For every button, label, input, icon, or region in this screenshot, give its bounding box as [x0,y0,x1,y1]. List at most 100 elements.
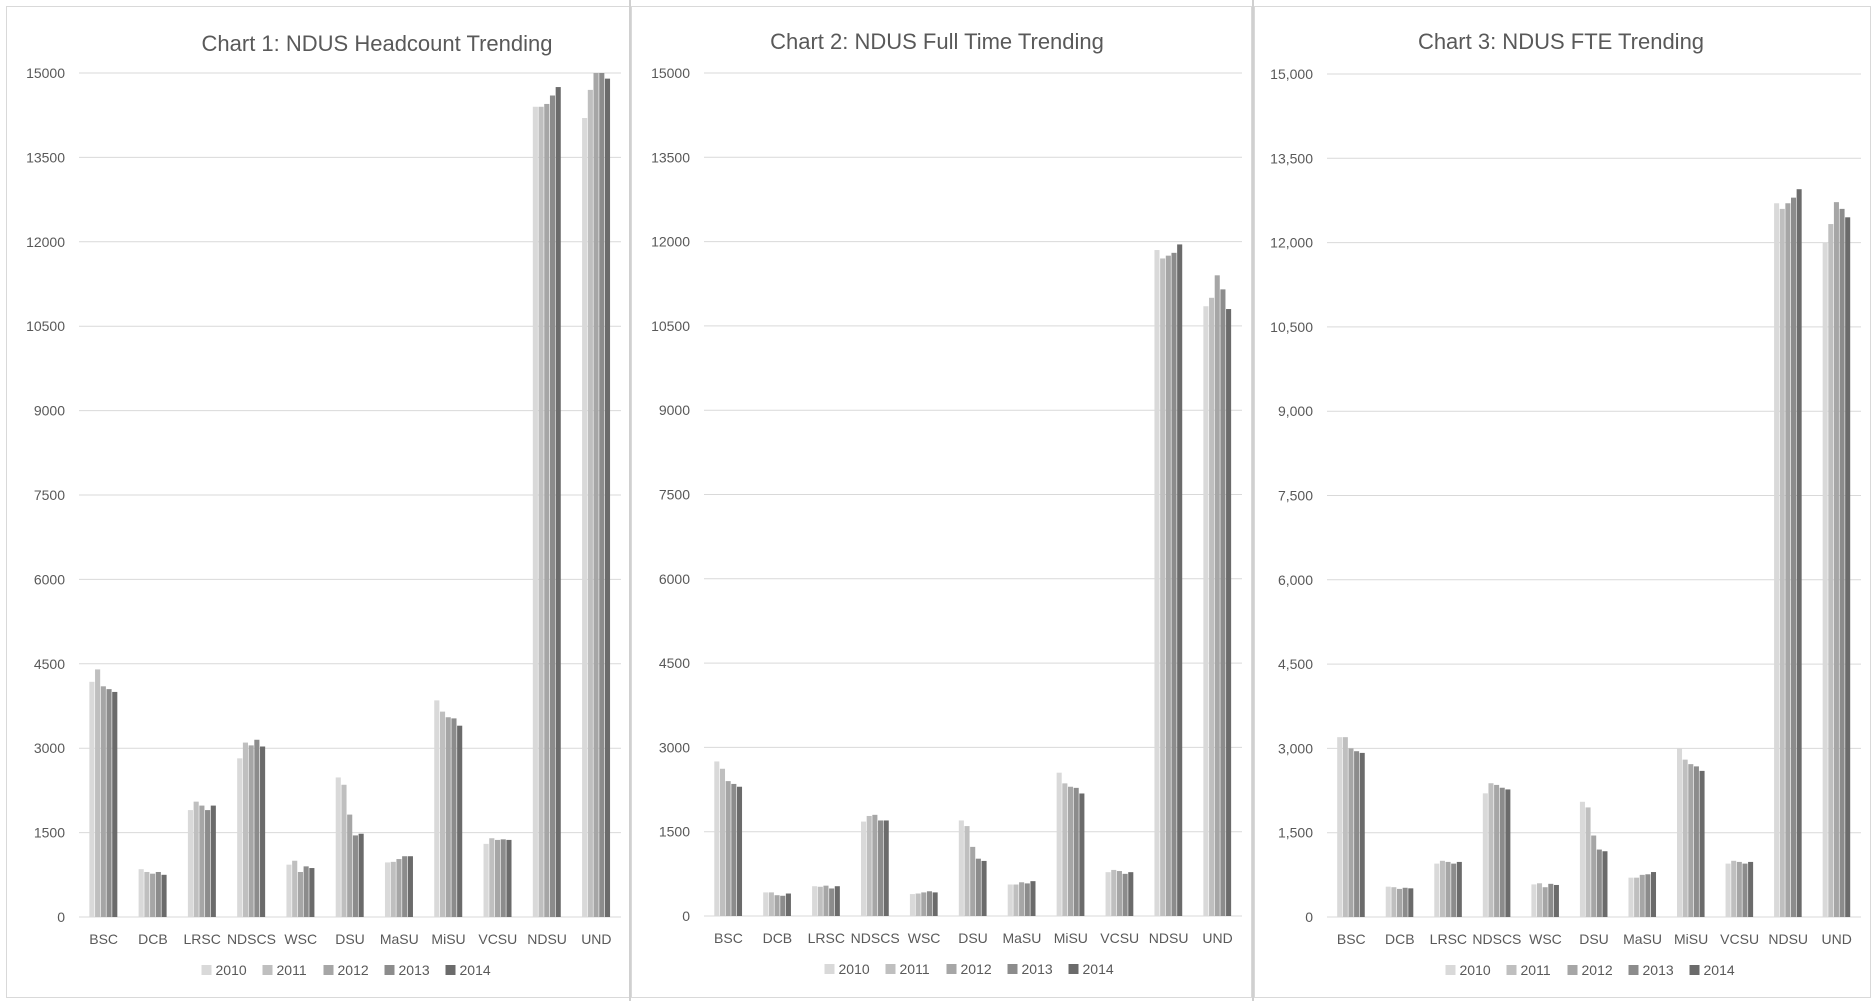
bar-2010-dcb [763,892,769,916]
bar-2014-masu [407,856,413,917]
bar-2010-wsc [286,864,292,917]
bar-2011-misu [1682,759,1688,917]
y-tick-label: 3000 [34,740,65,756]
bar-2013-bsc [106,689,112,917]
legend-swatch-2013 [1007,964,1018,974]
bar-2013-bsc [731,783,737,916]
bar-2014-lrsc [210,805,216,917]
bar-2012-ndscs [1494,784,1500,917]
bar-2013-ndsu [1790,197,1797,917]
x-tick-label: VCSU [1100,930,1139,946]
bar-2010-vcsu [483,843,489,917]
bar-2012-masu [396,859,402,917]
bar-2010-misu [1677,748,1683,917]
bar-2011-ndscs [242,742,248,917]
y-tick-label: 12000 [651,234,690,250]
chart-panel-1: Chart 1: NDUS Headcount Trending 0 1500 300… [6,6,630,998]
bar-2012-dsu [347,814,353,917]
bar-2010-und [1203,306,1209,917]
bar-2013-dcb [155,871,161,917]
chart-2-svg: Chart 2: NDUS Full Time Trending 0 1500 300… [651,29,1242,977]
legend-label-2010: 2010 [1460,962,1491,978]
bar-2011-masu [1013,884,1019,916]
bar-2010-vcsu [1105,872,1111,916]
bar-2012-bsc [1348,748,1354,917]
bar-2013-und [1220,289,1226,916]
bar-2013-dcb [1402,887,1408,917]
x-tick-label: WSC [1529,931,1562,947]
bar-2012-ndsu [1785,203,1791,917]
bar-2011-lrsc [817,886,823,916]
bar-2013-bsc [1354,751,1360,917]
bar-2011-dcb [768,892,774,916]
bar-2011-wsc [292,860,298,917]
x-tick-label: MiSU [1054,930,1088,946]
bar-2010-ndsu [1154,250,1160,916]
legend-swatch-2014 [1068,964,1079,974]
x-tick-label: LRSC [184,931,221,947]
legend-swatch-2014 [1689,965,1700,975]
bar-2011-misu [1062,783,1068,916]
x-tick-label: BSC [714,930,743,946]
bar-2012-masu [1639,874,1645,917]
legend-label-2013: 2013 [399,962,430,978]
bar-2013-lrsc [205,810,211,917]
bar-2013-lrsc [829,888,835,916]
bar-2012-bsc [725,781,731,916]
bar-2010-lrsc [187,810,194,917]
bar-2014-vcsu [1748,861,1754,917]
bar-2012-dcb [1397,888,1403,917]
y-tick-label: 13500 [26,149,65,165]
legend-label-2010: 2010 [839,961,870,977]
bar-2013-ndsu [1171,252,1177,917]
bar-2010-bsc [714,761,720,916]
bar-2014-dcb [161,874,167,917]
bar-2013-dsu [1596,849,1602,917]
bar-2012-lrsc [823,885,829,916]
legend-swatch-2011 [1506,965,1517,975]
bar-2010-masu [1007,884,1013,916]
bar-2013-wsc [303,866,309,917]
bar-2014-ndsu [555,87,561,918]
legend-label-2012: 2012 [338,962,369,978]
bar-2011-dcb [1391,887,1397,917]
legend-swatch-2013 [1628,965,1639,975]
y-tick-label: 3,000 [1278,740,1313,756]
y-tick-label: 1500 [659,824,690,840]
x-tick-label: VCSU [1720,931,1759,947]
bar-2012-lrsc [1445,861,1451,917]
bar-2011-lrsc [193,801,199,917]
x-tick-label: NDSU [1768,931,1808,947]
legend-label-2010: 2010 [216,962,247,978]
legend-swatch-2013 [384,965,395,975]
y-tick-label: 7,500 [1278,488,1313,504]
bar-2013-dsu [975,858,981,916]
bar-2011-dcb [144,871,150,917]
x-tick-label: NDSCS [851,930,900,946]
chart-title: Chart 2: NDUS Full Time Trending [770,29,1104,54]
legend-swatch-2010 [824,964,835,974]
legend-swatch-2010 [1445,965,1456,975]
bar-2011-bsc [719,768,726,916]
y-tick-label: 10500 [26,318,65,334]
bar-2014-misu [1699,770,1705,917]
chart-title: Chart 1: NDUS Headcount Trending [202,31,553,56]
bar-2011-ndsu [538,106,544,917]
bar-2013-wsc [926,891,933,916]
bar-2010-und [582,118,588,918]
x-tick-label: WSC [908,930,941,946]
panel-divider-1 [629,0,631,1001]
bar-2013-misu [1693,766,1699,917]
x-tick-label: DSU [958,930,988,946]
legend-label-2014: 2014 [1083,961,1114,977]
bar-2010-wsc [909,894,915,916]
bar-2013-vcsu [1122,873,1128,916]
bar-2010-masu [1628,877,1634,917]
bar-2013-vcsu [500,839,506,917]
bar-2010-und [1822,242,1828,918]
legend-label-2012: 2012 [961,961,992,977]
bar-2011-dsu [1585,807,1591,917]
y-tick-label: 4500 [34,656,65,672]
x-tick-label: UND [1822,931,1852,947]
bar-2012-masu [1019,882,1025,916]
